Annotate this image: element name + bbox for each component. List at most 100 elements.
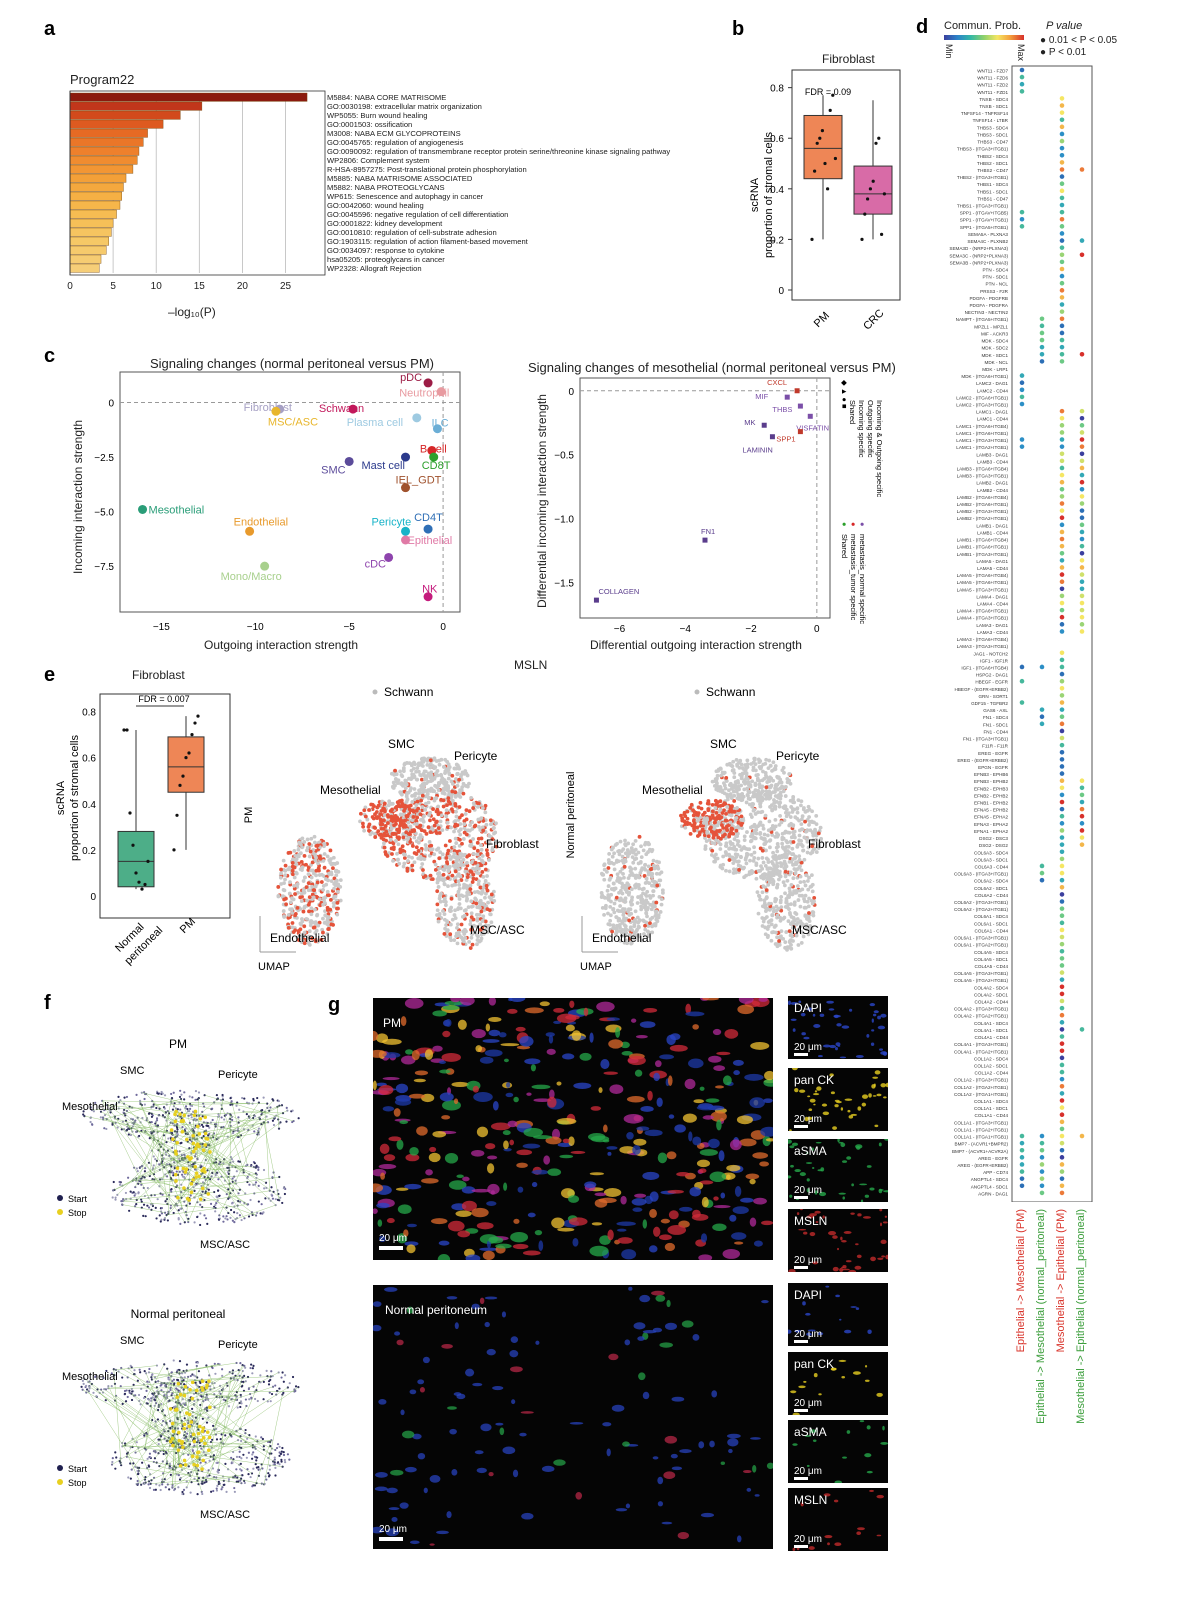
network-node (216, 1199, 219, 1202)
b-pm-point (826, 187, 830, 191)
cell-label: SMC (321, 464, 346, 476)
umap-cell-dot (615, 908, 620, 913)
d-row-label: LAMA5 - DAG1 (976, 559, 1008, 564)
pathway-point-thbs (797, 403, 803, 409)
d-dot (1079, 487, 1085, 492)
d-dot (1039, 870, 1045, 876)
umap-cell-dot (704, 839, 709, 844)
umap-cell-dot (439, 813, 444, 818)
panel-letter-g: g (328, 994, 341, 1016)
network-node (142, 1203, 146, 1206)
d-dot (1039, 1176, 1045, 1181)
d-dot (1059, 586, 1065, 592)
umap-cell-dot (452, 829, 456, 834)
cell-point-cd4t (423, 524, 433, 534)
umap-cell-dot (622, 875, 626, 880)
umap-cell-dot (419, 798, 424, 803)
d-row-label: LAMB1 - (ITGA3+ITGB1) (957, 552, 1009, 557)
umap-cell-dot (453, 819, 458, 823)
umap-cell-dot (786, 894, 790, 898)
umap-cell-dot (740, 826, 744, 831)
d-row-label: COL6A2 - CD44 (975, 893, 1009, 898)
d-row-label: HSPG2 - DAG1 (976, 673, 1009, 678)
umap-cell-dot (454, 814, 459, 819)
umap-cell-dot (428, 765, 433, 770)
umap-cell-dot (432, 859, 437, 864)
umap-cell-dot (313, 907, 317, 912)
d-row-label: COL4A2 - (ITGA2+ITGB1) (954, 1014, 1008, 1019)
d-dot (1079, 508, 1085, 513)
umap-cell-dot (376, 829, 381, 834)
d-row-label: ANGPTL4 - SDC4 (971, 1177, 1009, 1182)
umap-cell-dot (626, 907, 631, 911)
umap-cell-dot (769, 922, 774, 927)
umap-cell-dot (775, 882, 780, 887)
umap-cell-dot (746, 789, 751, 794)
cell-point-mast-cell (401, 452, 411, 462)
d-dot (1059, 202, 1065, 208)
network-node (166, 1219, 169, 1222)
d-dot (1039, 1190, 1045, 1196)
d-dot (1019, 401, 1025, 407)
umap-cell-dot (419, 787, 423, 792)
umap-cell-dot (448, 801, 453, 806)
d-dot (1059, 479, 1065, 485)
umap-cell-dot (807, 911, 811, 915)
umap-cell-dot (450, 917, 455, 922)
d-row-label: COL1A1 - SDC4 (974, 1099, 1008, 1104)
umap-cell-dot (608, 875, 613, 880)
d-row-label: COL4A2 - (ITGA3+ITGB1) (954, 1007, 1008, 1012)
network-node (214, 1203, 217, 1207)
d-dot (1059, 771, 1065, 776)
d-dot (1059, 266, 1065, 272)
umap-cell-dot (732, 809, 737, 814)
network-node (120, 1200, 123, 1203)
umap-cell-dot (618, 876, 622, 881)
b-y-tick: 0.4 (770, 185, 784, 196)
umap-cell-dot (466, 905, 471, 909)
umap-cell-dot (467, 853, 472, 858)
umap-cell-dot (765, 867, 770, 871)
b-y-tick: 0.2 (770, 235, 784, 246)
umap-cell-dot (477, 912, 482, 917)
d-dot (1059, 956, 1065, 961)
d-dot (1059, 1012, 1065, 1018)
d-dot (1059, 174, 1065, 179)
umap-cell-dot (735, 852, 740, 857)
cl-y-tick: −2.5 (94, 453, 114, 464)
umap-cell-dot (764, 888, 769, 893)
d-dot (1079, 792, 1085, 798)
umap-cell-dot (689, 802, 694, 807)
umap-cell-dot (771, 906, 776, 911)
network-node (257, 1129, 260, 1132)
umap-cell-dot (395, 851, 399, 856)
b-crc-point (866, 197, 870, 201)
umap-cell-dot (310, 884, 314, 889)
network-node (156, 1198, 159, 1201)
umap-cell-dot (752, 856, 757, 860)
network-node (236, 1212, 239, 1215)
umap-cell-dot (284, 902, 288, 907)
umap-cell-dot (409, 768, 414, 773)
umap-cell-dot (778, 898, 783, 903)
d-dot (1079, 472, 1085, 478)
umap-cell-dot (458, 822, 463, 826)
box-e-title: Fibroblast (132, 668, 185, 682)
umap-cell-dot (390, 852, 394, 856)
network-node (170, 1092, 173, 1096)
umap-cell-dot (773, 899, 778, 904)
umap-cell-dot (771, 760, 776, 765)
enrichment-bar (69, 191, 122, 201)
colorbar-min-label: Min (944, 44, 954, 59)
umap-cell-dot (633, 909, 638, 914)
umap-cell-dot (461, 885, 466, 890)
umap-cell-dot (760, 836, 765, 841)
umap-cell-dot (734, 789, 739, 794)
umap-cell-dot (475, 942, 479, 947)
umap-cell-dot (401, 812, 406, 817)
network-node (274, 1198, 277, 1201)
b-y-tick: 0.6 (770, 134, 784, 145)
umap-cell-dot (489, 897, 494, 902)
umap-cell-dot (780, 841, 785, 846)
umap-cell-dot (396, 842, 401, 847)
